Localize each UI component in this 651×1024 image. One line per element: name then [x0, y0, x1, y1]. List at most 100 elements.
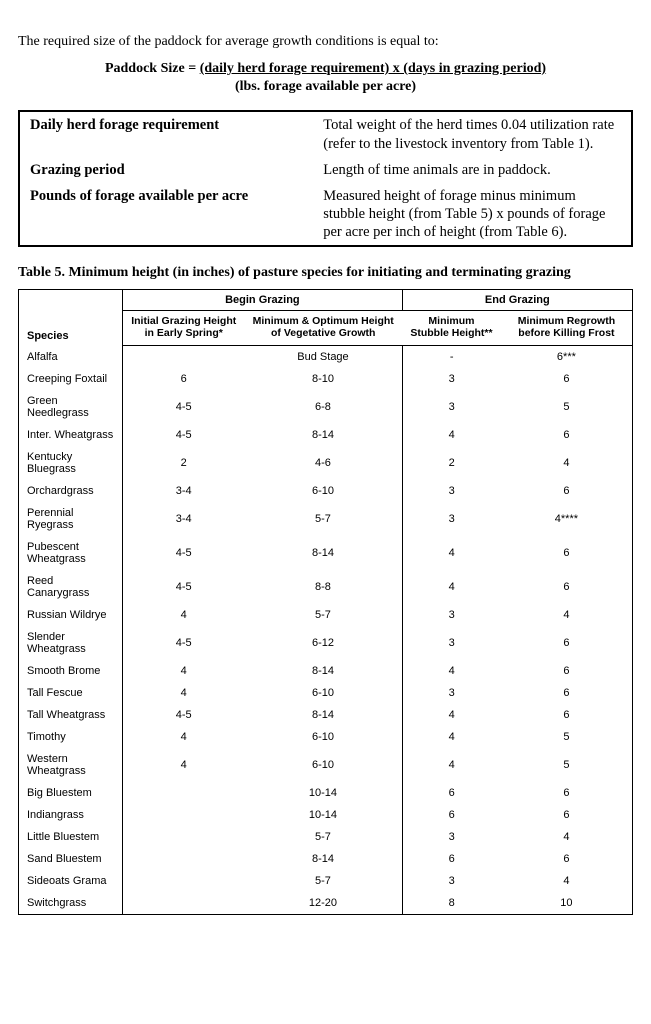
- table-row: Perennial Ryegrass3-45-734****: [19, 502, 633, 536]
- group-end-grazing: End Grazing: [402, 290, 632, 311]
- cell-value: 4: [402, 704, 501, 726]
- cell-value: 4: [123, 748, 245, 782]
- cell-value: 6: [501, 660, 633, 682]
- definition-desc: Length of time animals are in paddock.: [313, 157, 632, 183]
- cell-value: 8-14: [244, 704, 402, 726]
- cell-species: Tall Fescue: [19, 682, 123, 704]
- cell-value: 4-5: [123, 536, 245, 570]
- cell-value: 6: [501, 480, 633, 502]
- cell-value: 4: [402, 424, 501, 446]
- cell-value: 3: [402, 368, 501, 390]
- table-row: Creeping Foxtail68-1036: [19, 368, 633, 390]
- table-row: Reed Canarygrass4-58-846: [19, 570, 633, 604]
- cell-value: 4-5: [123, 704, 245, 726]
- cell-value: 6-10: [244, 682, 402, 704]
- formula-denominator: (lbs. forage available per acre): [235, 79, 416, 94]
- cell-value: 6: [501, 536, 633, 570]
- cell-species: Switchgrass: [19, 892, 123, 915]
- cell-value: 4: [402, 748, 501, 782]
- cell-value: 4****: [501, 502, 633, 536]
- cell-value: -: [402, 346, 501, 369]
- cell-value: 4: [123, 604, 245, 626]
- cell-value: 3-4: [123, 480, 245, 502]
- table-row: Orchardgrass3-46-1036: [19, 480, 633, 502]
- cell-species: Alfalfa: [19, 346, 123, 369]
- cell-value: 8: [402, 892, 501, 915]
- cell-value: 6: [501, 682, 633, 704]
- cell-value: 3: [402, 390, 501, 424]
- col-species: Species: [19, 290, 123, 346]
- definition-desc: Measured height of forage minus minimum …: [313, 183, 632, 246]
- table-row: Switchgrass 12-20810: [19, 892, 633, 915]
- cell-value: 5-7: [244, 502, 402, 536]
- cell-value: 4: [501, 870, 633, 892]
- cell-value: 6: [501, 782, 633, 804]
- cell-value: 5: [501, 726, 633, 748]
- definition-term: Daily herd forage requirement: [19, 111, 313, 156]
- cell-value: 8-14: [244, 848, 402, 870]
- cell-value: 12-20: [244, 892, 402, 915]
- cell-value: 10-14: [244, 782, 402, 804]
- cell-species: Big Bluestem: [19, 782, 123, 804]
- cell-value: 3: [402, 604, 501, 626]
- cell-value: 4: [123, 660, 245, 682]
- table5-title: Table 5. Minimum height (in inches) of p…: [18, 265, 633, 281]
- cell-value: 4: [501, 604, 633, 626]
- cell-value: 3: [402, 626, 501, 660]
- cell-value: 6-8: [244, 390, 402, 424]
- cell-value: [123, 892, 245, 915]
- cell-species: Russian Wildrye: [19, 604, 123, 626]
- cell-value: 3: [402, 502, 501, 536]
- cell-value: 6-10: [244, 748, 402, 782]
- table-row: Indiangrass10-1466: [19, 804, 633, 826]
- cell-value: 6: [501, 626, 633, 660]
- cell-value: 4-5: [123, 626, 245, 660]
- cell-value: 4: [123, 682, 245, 704]
- table-row: Russian Wildrye45-734: [19, 604, 633, 626]
- cell-species: Perennial Ryegrass: [19, 502, 123, 536]
- cell-species: Western Wheatgrass: [19, 748, 123, 782]
- cell-value: 8-8: [244, 570, 402, 604]
- cell-value: Bud Stage: [244, 346, 402, 369]
- table-row: Western Wheatgrass46-1045: [19, 748, 633, 782]
- intro-text: The required size of the paddock for ave…: [18, 34, 633, 50]
- cell-value: 4-5: [123, 390, 245, 424]
- paddock-formula: Paddock Size = (daily herd forage requir…: [18, 60, 633, 96]
- cell-species: Sideoats Grama: [19, 870, 123, 892]
- cell-value: [123, 826, 245, 848]
- cell-value: 3: [402, 826, 501, 848]
- col-optimum-height: Minimum & Optimum Height of Vegetative G…: [244, 311, 402, 346]
- cell-value: 10: [501, 892, 633, 915]
- cell-species: Tall Wheatgrass: [19, 704, 123, 726]
- cell-value: [123, 346, 245, 369]
- cell-value: 4: [123, 726, 245, 748]
- cell-value: 6: [402, 804, 501, 826]
- cell-value: 4-5: [123, 570, 245, 604]
- cell-value: 8-14: [244, 660, 402, 682]
- formula-numerator: (daily herd forage requirement) x (days …: [200, 61, 546, 76]
- table-row: Timothy46-1045: [19, 726, 633, 748]
- cell-value: 6: [501, 704, 633, 726]
- cell-value: 3: [402, 870, 501, 892]
- group-begin-grazing: Begin Grazing: [123, 290, 403, 311]
- cell-value: 6: [501, 424, 633, 446]
- cell-value: 4: [402, 726, 501, 748]
- cell-species: Kentucky Bluegrass: [19, 446, 123, 480]
- definition-term: Grazing period: [19, 157, 313, 183]
- cell-value: 3: [402, 682, 501, 704]
- cell-species: Little Bluestem: [19, 826, 123, 848]
- cell-value: 4-5: [123, 424, 245, 446]
- cell-species: Timothy: [19, 726, 123, 748]
- table-row: AlfalfaBud Stage-6***: [19, 346, 633, 369]
- cell-species: Reed Canarygrass: [19, 570, 123, 604]
- table-row: Slender Wheatgrass4-56-1236: [19, 626, 633, 660]
- cell-value: [123, 848, 245, 870]
- cell-value: 6-12: [244, 626, 402, 660]
- definitions-box: Daily herd forage requirementTotal weigh…: [18, 110, 633, 247]
- cell-value: 6: [501, 570, 633, 604]
- cell-value: 4-6: [244, 446, 402, 480]
- col-stubble-height: Minimum Stubble Height**: [402, 311, 501, 346]
- cell-value: 4: [501, 446, 633, 480]
- cell-species: Inter. Wheatgrass: [19, 424, 123, 446]
- cell-value: 8-10: [244, 368, 402, 390]
